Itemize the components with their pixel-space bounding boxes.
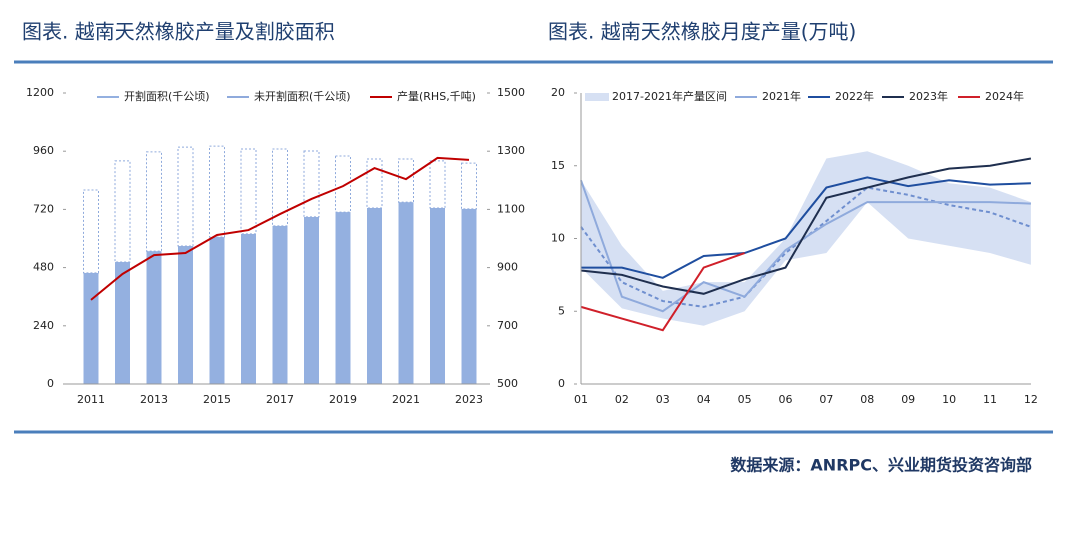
x-tick-label: 03: [656, 393, 670, 406]
band: [581, 151, 1031, 326]
y2-tick-label: 500: [497, 377, 518, 390]
y-tick-label: 960: [33, 144, 54, 157]
x-tick-label: 11: [983, 393, 997, 406]
bar: [430, 207, 445, 384]
legend-label: 2021年: [762, 89, 801, 103]
x-tick-label: 09: [901, 393, 915, 406]
bar: [398, 202, 414, 384]
x-tick-label: 2013: [140, 393, 168, 406]
bar: [240, 148, 257, 235]
bar: [272, 225, 288, 384]
line: [580, 157, 1032, 295]
x-tick-label: 2015: [203, 393, 231, 406]
legend-label: 2017-2021年产量区间: [612, 89, 727, 103]
y-tick-label: 0: [558, 377, 565, 390]
bar: [177, 146, 194, 247]
y-tick-label: 15: [551, 159, 565, 172]
line: [581, 176, 1031, 279]
bar: [335, 155, 351, 213]
x-tick-label: 2011: [77, 393, 105, 406]
bar: [146, 251, 162, 384]
line: [580, 252, 745, 332]
x-tick-label: 07: [819, 393, 833, 406]
y2-tick-label: 700: [497, 319, 518, 332]
line: [90, 156, 470, 301]
bar: [461, 162, 477, 210]
bar: [178, 246, 193, 384]
y-tick-label: 10: [551, 232, 565, 245]
x-tick-label: 10: [942, 393, 956, 406]
y-tick-label: 720: [33, 202, 54, 215]
chart-title: 图表. 越南天然橡胶月度产量(万吨): [548, 20, 856, 44]
bar: [366, 158, 383, 209]
legend-label: 产量(RHS,千吨): [397, 89, 476, 103]
x-tick-label: 2021: [392, 393, 420, 406]
legend-label: 开割面积(千公顷): [124, 89, 210, 103]
y2-tick-label: 1300: [497, 144, 525, 157]
x-tick-label: 2019: [329, 393, 357, 406]
x-tick-label: 12: [1024, 393, 1038, 406]
bar: [303, 150, 320, 218]
x-tick-label: 01: [574, 393, 588, 406]
y-tick-label: 480: [33, 261, 54, 274]
x-tick-label: 2017: [266, 393, 294, 406]
y-tick-label: 0: [47, 377, 54, 390]
bar: [304, 216, 319, 384]
legend-label: 2022年: [835, 89, 874, 103]
y2-tick-label: 900: [497, 261, 518, 274]
bar: [429, 160, 446, 209]
bar: [209, 237, 225, 384]
bar: [146, 151, 162, 252]
y2-tick-label: 1500: [497, 86, 525, 99]
y-tick-label: 5: [558, 304, 565, 317]
x-tick-label: 04: [697, 393, 711, 406]
bar: [241, 233, 256, 384]
bar: [398, 158, 414, 203]
bar: [461, 208, 477, 384]
x-tick-label: 2023: [455, 393, 483, 406]
x-tick-label: 05: [738, 393, 752, 406]
y2-tick-label: 1100: [497, 202, 525, 215]
bar: [83, 189, 99, 274]
legend-label: 2024年: [985, 89, 1024, 103]
x-tick-label: 06: [779, 393, 793, 406]
x-tick-label: 08: [860, 393, 874, 406]
source: 数据来源：ANRPC、兴业期货投资咨询部: [730, 456, 1032, 475]
legend-label: 2023年: [909, 89, 948, 103]
bar: [335, 212, 351, 384]
chart-title: 图表. 越南天然橡胶产量及割胶面积: [22, 20, 335, 44]
bar: [272, 148, 288, 227]
y-tick-label: 20: [551, 86, 565, 99]
y-tick-label: 240: [33, 319, 54, 332]
line: [580, 179, 1031, 313]
bar: [209, 145, 225, 238]
y-tick-label: 1200: [26, 86, 54, 99]
bar: [115, 262, 130, 384]
bar: [114, 160, 131, 263]
legend-label: 未开割面积(千公顷): [254, 89, 351, 103]
x-tick-label: 02: [615, 393, 629, 406]
bar: [367, 207, 382, 384]
legend-swatch: [585, 93, 609, 101]
bar: [83, 272, 99, 384]
